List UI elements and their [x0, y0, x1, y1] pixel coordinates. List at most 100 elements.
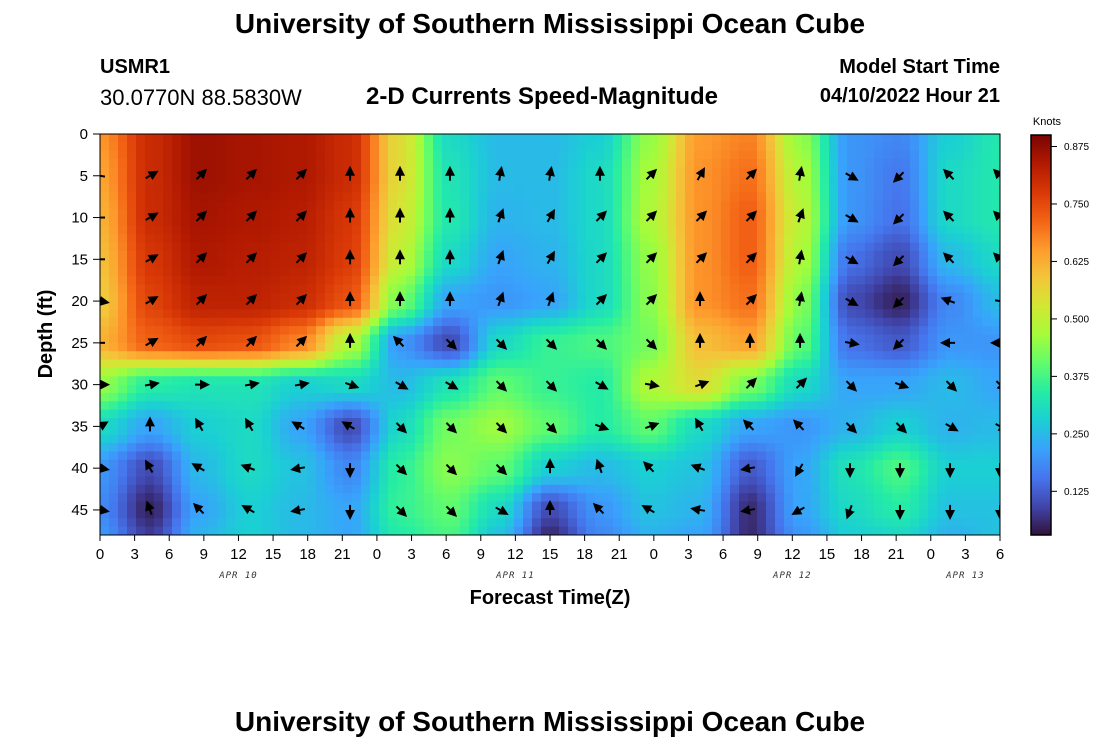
heatmap-cell: [658, 159, 668, 169]
heatmap-cell: [748, 351, 758, 361]
heatmap-cell: [478, 301, 488, 311]
heatmap-cell: [298, 184, 308, 194]
heatmap-cell: [829, 134, 839, 143]
heatmap-cell: [226, 376, 236, 386]
heatmap-cell: [541, 392, 551, 402]
heatmap-cell: [406, 267, 416, 277]
heatmap-cell: [523, 359, 533, 369]
main-title: University of Southern Mississippi Ocean…: [234, 8, 866, 39]
heatmap-cell: [487, 476, 497, 486]
heatmap-cell: [658, 342, 668, 352]
heatmap-cell: [154, 334, 164, 344]
heatmap-cell: [370, 384, 380, 394]
heatmap-cell: [919, 342, 929, 352]
heatmap-cell: [982, 317, 992, 327]
heatmap-cell: [856, 401, 866, 411]
heatmap-cell: [757, 334, 767, 344]
heatmap-cell: [838, 326, 848, 336]
heatmap-cell: [208, 209, 218, 219]
current-vector-arrow: [595, 338, 608, 350]
heatmap-cell: [946, 284, 956, 294]
heatmap-cell: [190, 234, 200, 244]
heatmap-cell: [280, 342, 290, 352]
heatmap-cell: [865, 150, 875, 160]
heatmap-cell: [685, 184, 695, 194]
heatmap-cell: [253, 250, 263, 260]
heatmap-cell: [577, 326, 587, 336]
heatmap-cell: [568, 443, 578, 453]
heatmap-cell: [847, 351, 857, 361]
heatmap-cell: [613, 351, 623, 361]
heatmap-cell: [361, 518, 371, 528]
heatmap-cell: [676, 451, 686, 461]
heatmap-cell: [703, 443, 713, 453]
heatmap-cell: [622, 159, 632, 169]
heatmap-cell: [442, 476, 452, 486]
heatmap-cell: [379, 409, 389, 419]
heatmap-cell: [541, 309, 551, 319]
heatmap-cell: [622, 267, 632, 277]
heatmap-cell: [604, 309, 614, 319]
heatmap-cell: [730, 509, 740, 519]
heatmap-cell: [127, 284, 137, 294]
heatmap-cell: [451, 518, 461, 528]
heatmap-cell: [271, 242, 281, 252]
heatmap-cell: [262, 234, 272, 244]
heatmap-cell: [865, 351, 875, 361]
heatmap-cell: [667, 267, 677, 277]
heatmap-cell: [559, 376, 569, 386]
model-start-label: Model Start Time: [839, 56, 1000, 78]
heatmap-cell: [442, 493, 452, 503]
heatmap-cell: [676, 317, 686, 327]
heatmap-cell: [712, 351, 722, 361]
heatmap-cell: [379, 134, 389, 143]
heatmap-cell: [442, 192, 452, 202]
heatmap-cell: [865, 426, 875, 436]
heatmap-cell: [415, 225, 425, 235]
heatmap-cell: [721, 175, 731, 185]
heatmap-cell: [757, 418, 767, 427]
heatmap-cell: [388, 434, 398, 444]
heatmap-cell: [802, 443, 812, 453]
heatmap-cell: [667, 276, 677, 285]
heatmap-cell: [901, 200, 911, 210]
heatmap-cell: [577, 284, 587, 294]
heatmap-cell: [577, 184, 587, 194]
heatmap-cell: [937, 326, 947, 336]
heatmap-cell: [262, 526, 272, 535]
heatmap-cell: [622, 301, 632, 311]
heatmap-cell: [460, 518, 470, 528]
heatmap-cell: [847, 242, 857, 252]
heatmap-cell: [892, 150, 902, 160]
heatmap-cell: [316, 317, 326, 327]
heatmap-cell: [775, 234, 785, 244]
heatmap-cell: [586, 459, 596, 469]
heatmap-cell: [388, 142, 398, 152]
heatmap-cell: [163, 184, 173, 194]
heatmap-cell: [451, 267, 461, 277]
heatmap-cell: [622, 192, 632, 202]
heatmap-cell: [478, 142, 488, 152]
heatmap-cell: [847, 367, 857, 377]
heatmap-cell: [127, 134, 137, 143]
heatmap-cell: [892, 267, 902, 277]
heatmap-cell: [865, 509, 875, 519]
heatmap-cell: [856, 367, 866, 377]
heatmap-cell: [505, 200, 515, 210]
heatmap-cell: [946, 359, 956, 369]
heatmap-cell: [217, 250, 227, 260]
heatmap-cell: [946, 451, 956, 461]
heatmap-cell: [280, 493, 290, 503]
heatmap-cell: [577, 426, 587, 436]
heatmap-cell: [856, 459, 866, 469]
heatmap-cell: [172, 134, 182, 143]
heatmap-cell: [847, 276, 857, 285]
heatmap-cell: [406, 484, 416, 494]
heatmap-cell: [424, 401, 434, 411]
heatmap-cell: [874, 276, 884, 285]
heatmap-cell: [397, 518, 407, 528]
heatmap-cell: [298, 326, 308, 336]
heatmap-cell: [685, 134, 695, 143]
heatmap-cell: [532, 443, 542, 453]
heatmap-cell: [460, 476, 470, 486]
